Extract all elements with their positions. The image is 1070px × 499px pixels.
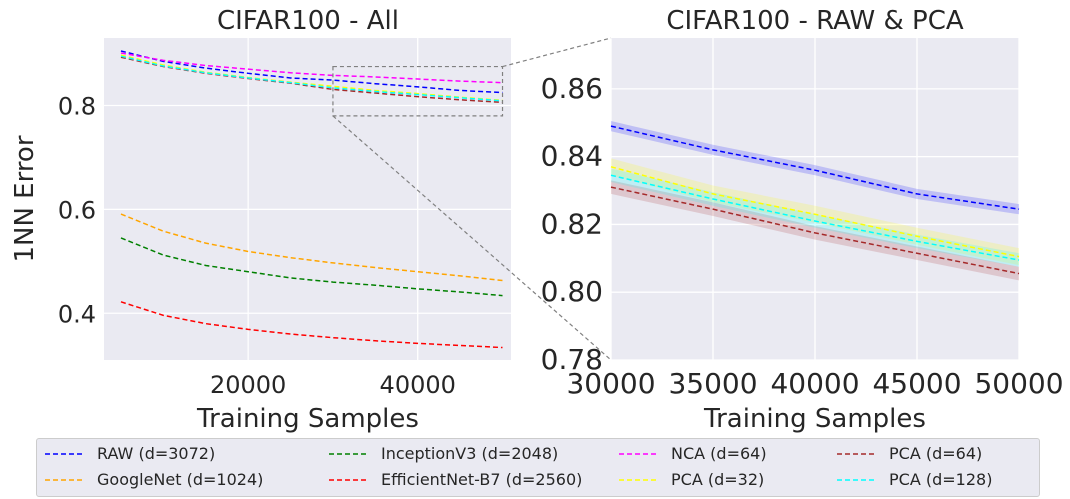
legend-swatch: [329, 478, 367, 481]
legend-label: NCA (d=64): [671, 444, 767, 463]
legend-item-googlenet-d-1024: GoogleNet (d=1024): [45, 470, 263, 489]
legend-swatch: [837, 452, 875, 455]
legend-swatch: [329, 452, 367, 455]
x-tick-label: 40000: [770, 367, 859, 400]
legend-item-nca-d-64: NCA (d=64): [619, 444, 767, 463]
legend-label: RAW (d=3072): [97, 444, 216, 463]
x-tick-label: 40000: [380, 371, 456, 399]
legend-label: EfficientNet-B7 (d=2560): [381, 470, 583, 489]
legend-item-efficientnet-b7-d-2560: EfficientNet-B7 (d=2560): [329, 470, 582, 489]
y-tick-label: 0.4: [58, 300, 96, 328]
legend-label: InceptionV3 (d=2048): [381, 444, 559, 463]
legend-label: GoogleNet (d=1024): [97, 470, 264, 489]
x-tick-label: 20000: [210, 371, 286, 399]
legend: RAW (d=3072) InceptionV3 (d=2048) NCA (d=6…: [36, 438, 1040, 497]
lines-raw-pca: [610, 125, 1020, 275]
band-pca-d-64: [611, 180, 1019, 281]
x-axis-label-all: Training Samples: [196, 404, 419, 434]
legend-swatch: [45, 452, 83, 455]
legend-item-raw-d-3072: RAW (d=3072): [45, 444, 215, 463]
y-ticks-all: 0.4 0.6 0.8: [58, 93, 96, 329]
y-tick-label: 0.8: [58, 93, 96, 121]
legend-item-inceptionv3-d-2048: InceptionV3 (d=2048): [329, 444, 558, 463]
series-line-nca-d-64: [120, 52, 503, 84]
y-tick-label: 0.86: [541, 72, 603, 105]
band-pca-d-32: [611, 158, 1019, 266]
y-tick-label: 0.78: [541, 343, 603, 376]
y-ticks-raw-pca: 0.78 0.80 0.82 0.84 0.86: [541, 72, 603, 376]
series-line-raw-d-3072: [120, 50, 503, 94]
lines-all: [120, 50, 503, 349]
legend-swatch: [619, 452, 657, 455]
zoom-box: [332, 65, 504, 117]
x-tick-label: 45000: [872, 367, 961, 400]
x-ticks-all: 20000 40000: [210, 371, 456, 399]
y-tick-label: 0.80: [541, 275, 603, 308]
legend-label: PCA (d=64): [889, 444, 983, 463]
series-line-inceptionv3-d-2048: [120, 237, 503, 297]
zoom-connector-top: [502, 37, 612, 68]
series-line-pca-d-32: [610, 166, 1020, 258]
legend-label: PCA (d=32): [671, 470, 765, 489]
legend-swatch: [45, 478, 83, 481]
x-tick-label: 50000: [974, 367, 1063, 400]
series-line-raw-d-3072: [610, 125, 1020, 210]
y-tick-label: 0.6: [58, 196, 96, 224]
band-pca-d-128: [611, 168, 1019, 267]
legend-label: PCA (d=128): [889, 470, 993, 489]
zoom-connector-bottom: [332, 115, 612, 361]
grid-all: [104, 38, 511, 360]
x-ticks-raw-pca: 30000 35000 40000 45000 50000: [566, 367, 1063, 400]
x-axis-label-raw-pca: Training Samples: [703, 404, 926, 434]
legend-item-pca-d-128: PCA (d=128): [837, 470, 992, 489]
grid-raw-pca: [610, 38, 1020, 361]
series-line-pca-d-32: [120, 54, 503, 102]
chart-all: 0.4 0.6 0.8 20000 40000 CIFAR100 - All Trai…: [10, 6, 511, 434]
bands-raw-pca: [611, 121, 1019, 281]
y-axis-label: 1NN Error: [10, 135, 40, 262]
series-line-pca-d-128: [610, 174, 1020, 261]
x-tick-label: 35000: [668, 367, 757, 400]
band-raw-d-3072: [611, 121, 1019, 215]
chart-title-raw-pca: CIFAR100 - RAW & PCA: [666, 6, 964, 36]
series-line-pca-d-64: [610, 186, 1020, 275]
legend-swatch: [619, 478, 657, 481]
chart-title-all: CIFAR100 - All: [217, 6, 399, 36]
x-tick-label: 30000: [566, 367, 655, 400]
y-tick-label: 0.82: [541, 207, 603, 240]
y-tick-label: 0.84: [541, 140, 603, 173]
series-line-efficientnet-b7-d-2560: [120, 301, 503, 349]
plot-area-all: [104, 38, 511, 360]
legend-item-pca-d-32: PCA (d=32): [619, 470, 764, 489]
legend-swatch: [837, 478, 875, 481]
series-line-googlenet-d-1024: [120, 213, 503, 282]
chart-raw-pca: 0.78 0.80 0.82 0.84 0.86 30000 35000 40000 4500…: [541, 6, 1064, 434]
series-line-pca-d-128: [120, 55, 503, 102]
legend-item-pca-d-64: PCA (d=64): [837, 444, 982, 463]
